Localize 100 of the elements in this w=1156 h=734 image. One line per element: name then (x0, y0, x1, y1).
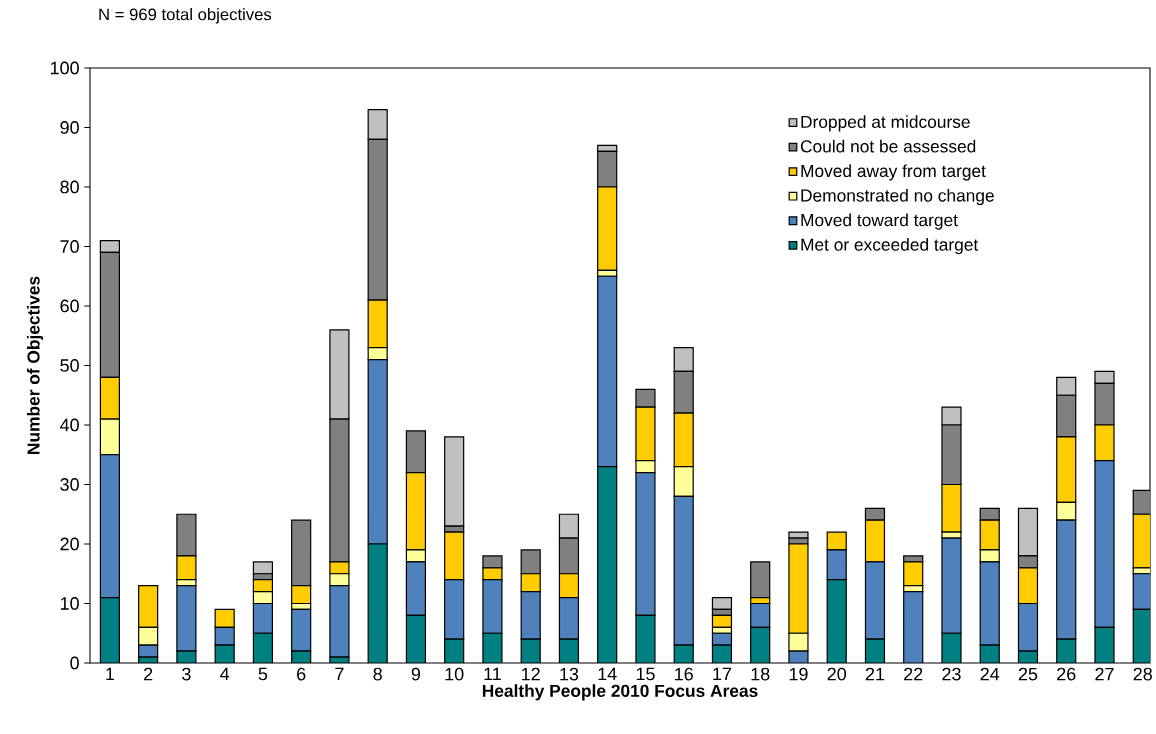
bar (1056, 394, 1077, 438)
bar (367, 138, 388, 301)
x-tick-label: 7 (335, 667, 344, 681)
bar (673, 370, 694, 414)
x-tick-label: 2 (144, 667, 153, 681)
bar (99, 418, 120, 456)
bar (941, 406, 962, 426)
bar (979, 561, 1000, 646)
bar (291, 608, 312, 652)
x-tick-label: 14 (598, 667, 617, 681)
bar (291, 585, 312, 605)
bar (750, 626, 771, 663)
y-tick-label: 50 (60, 359, 79, 372)
bar (1056, 519, 1077, 640)
y-tick-label: 70 (60, 240, 79, 253)
x-axis-title: Healthy People 2010 Focus Areas (482, 684, 758, 701)
x-tick-label: 28 (1133, 667, 1152, 681)
bar (673, 495, 694, 646)
x-tick-label: 20 (827, 667, 847, 681)
x-tick-label: 8 (373, 667, 382, 681)
bar (750, 602, 771, 628)
bar (673, 466, 694, 497)
bar (1056, 501, 1077, 521)
x-tick-label: 5 (258, 667, 268, 681)
bar (520, 590, 541, 640)
bar (1017, 507, 1039, 557)
bar (367, 543, 388, 663)
x-tick-label: 6 (297, 667, 306, 681)
x-tick-label: 16 (675, 667, 693, 681)
bar (252, 561, 274, 575)
bar (1132, 573, 1151, 611)
bar (405, 430, 427, 474)
x-tick-label: 18 (751, 667, 770, 681)
bar (520, 573, 541, 593)
bar (99, 596, 120, 663)
bar (444, 531, 465, 581)
x-tick-label: 9 (411, 667, 421, 681)
bar (750, 561, 771, 599)
bar (367, 299, 388, 349)
x-tick-label: 1 (106, 667, 115, 681)
x-tick-label: 15 (636, 667, 655, 681)
bar (1094, 370, 1115, 384)
bar (558, 513, 580, 539)
bar (444, 579, 465, 640)
bar (1132, 608, 1151, 663)
bar (597, 466, 618, 663)
x-tick-label: 25 (1018, 667, 1038, 681)
y-tick-label: 20 (60, 537, 79, 551)
x-tick-label: 10 (445, 667, 464, 681)
legend-label: Demonstrated no change (801, 188, 994, 206)
x-tick-label: 17 (713, 667, 732, 681)
x-tick-label: 24 (980, 667, 1000, 681)
bar (558, 537, 580, 575)
bar (673, 347, 694, 373)
x-tick-label: 11 (484, 667, 501, 681)
x-tick-label: 3 (182, 667, 191, 681)
bar (444, 436, 465, 527)
bar (405, 471, 427, 551)
bar (291, 519, 312, 587)
x-tick-label: 21 (865, 667, 885, 681)
x-tick-label: 27 (1095, 667, 1114, 681)
y-tick-label: 0 (70, 656, 79, 670)
bar (99, 376, 120, 420)
bar (711, 596, 733, 611)
bar (558, 573, 580, 599)
legend-label: Could not be assessed (800, 139, 976, 153)
bar (329, 329, 350, 420)
x-tick-label: 19 (789, 667, 808, 681)
bar (367, 358, 388, 545)
x-tick-label: 22 (904, 667, 923, 681)
bar (597, 275, 618, 468)
bar (826, 579, 847, 663)
bar (903, 561, 924, 587)
x-tick-label: 13 (560, 667, 579, 681)
bar (1017, 602, 1039, 652)
x-tick-label: 12 (522, 667, 540, 681)
bar (597, 186, 618, 271)
x-tick-label: 26 (1057, 667, 1076, 681)
y-tick-label: 80 (60, 180, 79, 194)
bar (864, 561, 886, 640)
bar (405, 614, 427, 663)
legend-label: Moved toward target (801, 213, 958, 230)
bar (1132, 513, 1151, 569)
y-tick-label: 40 (60, 418, 79, 432)
x-tick-label: 23 (942, 667, 961, 681)
legend-label: Moved away from target (801, 164, 986, 181)
y-tick-label: 60 (60, 299, 79, 313)
y-tick-label: 30 (60, 478, 79, 491)
bar (1056, 436, 1077, 503)
bar (1017, 567, 1039, 605)
bar (558, 596, 580, 640)
bar (673, 412, 694, 468)
bar (597, 150, 618, 188)
bar (864, 519, 886, 563)
x-tick-label: 4 (220, 667, 230, 681)
legend-label: Met or exceeded target (801, 238, 979, 255)
bar (252, 602, 274, 634)
y-axis-title: Number of Objectives (26, 276, 44, 454)
bar (1056, 376, 1077, 396)
bar (903, 590, 924, 663)
